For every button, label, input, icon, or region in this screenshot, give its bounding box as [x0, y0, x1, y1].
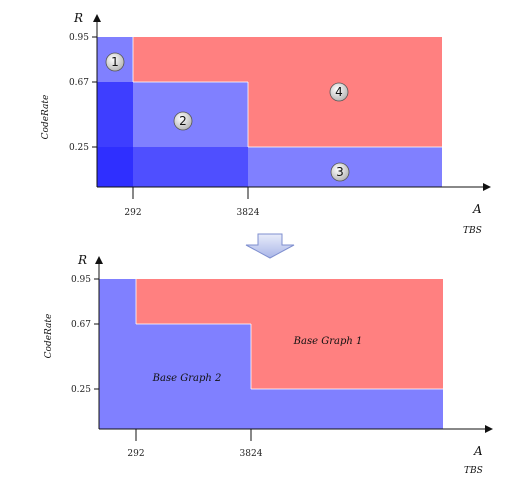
top-x-axis-letter: A [472, 202, 482, 216]
bottom-region-bg2 [99, 279, 443, 429]
top-overlap-column [97, 82, 133, 187]
base-graph-1-label: Base Graph 1 [293, 336, 363, 347]
top-x-tick-292: 292 [124, 208, 141, 218]
bottom-x-axis-label: TBS [464, 466, 483, 476]
bottom-y-axis-letter: R [77, 253, 87, 267]
bottom-x-tick-3824: 3824 [240, 449, 263, 459]
svg-text:4: 4 [335, 85, 343, 99]
svg-text:3: 3 [336, 165, 344, 179]
top-y-axis-label: CodeRate [41, 95, 51, 140]
top-y-axis-letter: R [73, 11, 83, 25]
region-2-badge: 2 [173, 111, 193, 131]
bottom-x-axis-letter: A [473, 444, 483, 458]
svg-text:2: 2 [179, 114, 187, 128]
top-chart: 0.95 0.67 0.25 292 3824 R CodeRate A TBS… [41, 11, 491, 236]
base-graph-2-label: Base Graph 2 [152, 373, 222, 384]
bottom-y-tick-025: 0.25 [71, 385, 91, 395]
bottom-chart: 0.95 0.67 0.25 292 3824 R CodeRate A TBS… [44, 253, 493, 476]
bottom-y-tick-095: 0.95 [71, 275, 91, 285]
bottom-y-axis-label: CodeRate [44, 314, 54, 359]
top-y-tick-025: 0.25 [69, 143, 89, 153]
region-1-badge: 1 [105, 52, 125, 72]
bottom-y-tick-067: 0.67 [71, 320, 91, 330]
region-3-badge: 3 [330, 162, 350, 182]
region-4-badge: 4 [329, 82, 349, 102]
top-y-tick-067: 0.67 [69, 78, 89, 88]
svg-text:1: 1 [111, 55, 119, 69]
top-y-tick-095: 0.95 [69, 33, 89, 43]
top-x-axis-label: TBS [463, 226, 482, 236]
bottom-x-tick-292: 292 [127, 449, 144, 459]
top-x-tick-3824: 3824 [237, 208, 260, 218]
down-arrow-icon [245, 233, 295, 259]
